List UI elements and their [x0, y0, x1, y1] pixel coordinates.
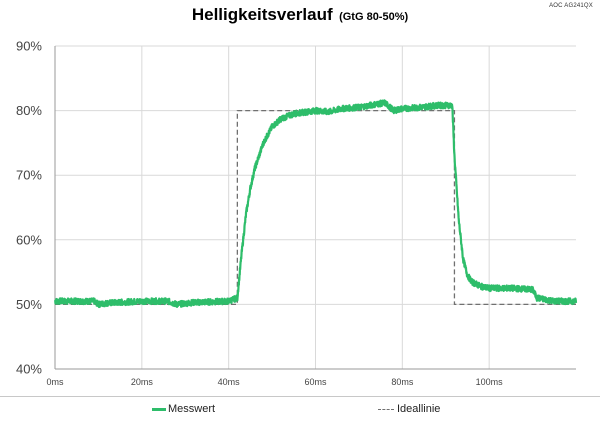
y-tick-label: 40% — [16, 362, 42, 377]
x-tick-label: 40ms — [218, 377, 241, 387]
y-tick-label: 50% — [16, 297, 42, 312]
legend-item-ideal: Ideallinie — [378, 403, 440, 415]
legend-swatch-dashed — [378, 408, 394, 410]
series-layer — [54, 99, 578, 309]
legend-label-ideal: Ideallinie — [397, 403, 441, 415]
x-tick-label: 60ms — [304, 377, 327, 387]
chart-legend: Messwert Ideallinie — [0, 396, 600, 421]
legend-item-measured: Messwert — [152, 403, 215, 415]
grid-lines — [55, 45, 576, 370]
measured-line — [54, 99, 578, 309]
watermark-text: AOC AG241QX — [549, 3, 593, 9]
y-tick-label: 60% — [16, 232, 42, 247]
x-tick-label: 100ms — [476, 377, 504, 387]
x-tick-label: 80ms — [391, 377, 414, 387]
chart-subtitle: (GtG 80-50%) — [339, 11, 409, 23]
chart-title-main: Helligkeitsverlauf — [191, 5, 333, 24]
tick-labels: 40% 50% 60% 70% 80% 90% 0ms 20ms 40ms 60ms 80ms 100… — [16, 39, 503, 388]
legend-label-measured: Messwert — [168, 403, 216, 415]
x-tick-label: 0ms — [46, 377, 64, 387]
legend-swatch-solid — [152, 407, 166, 411]
x-tick-label: 20ms — [131, 377, 154, 387]
y-tick-label: 70% — [16, 168, 42, 183]
y-tick-label: 80% — [16, 103, 42, 118]
chart-title: Helligkeitsverlauf (GtG 80-50%) — [0, 5, 600, 25]
axes — [54, 46, 576, 370]
y-tick-label: 90% — [16, 39, 42, 54]
